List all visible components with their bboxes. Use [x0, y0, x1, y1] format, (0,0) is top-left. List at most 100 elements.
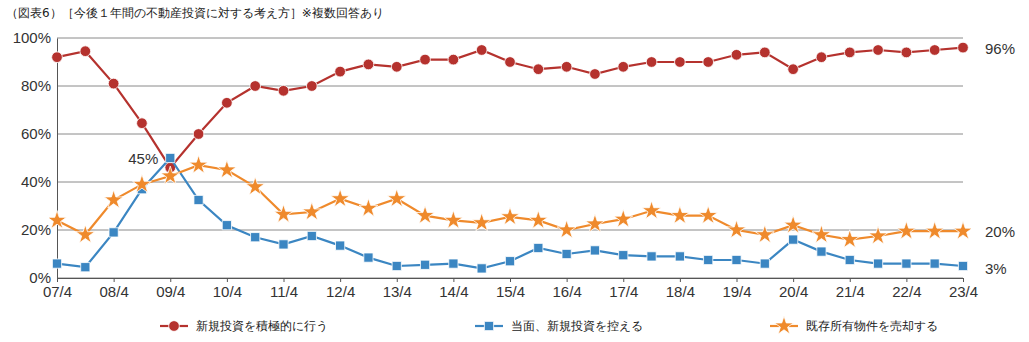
x-tick: 17/4: [609, 278, 638, 300]
x-tick-mark: [284, 278, 285, 282]
x-tick: [482, 278, 483, 282]
x-tick-label: 20/4: [779, 283, 808, 300]
x-tick: [652, 278, 653, 282]
legend: 新規投資を積極的に行う当面、新規投資を控える既存所有物件を売却する: [160, 316, 938, 334]
x-tick-mark: [340, 278, 341, 282]
marker: [306, 81, 317, 92]
marker: [222, 97, 233, 108]
x-tick: 07/4: [43, 278, 72, 300]
marker: [133, 175, 152, 193]
y-tick: 80%: [21, 77, 57, 94]
x-tick: 16/4: [553, 278, 582, 300]
x-tick: [368, 278, 369, 282]
marker: [391, 61, 402, 72]
x-tick: 08/4: [100, 278, 129, 300]
marker: [590, 69, 601, 80]
grid: [57, 38, 963, 278]
series-line: [57, 48, 963, 168]
x-tick: [255, 278, 256, 282]
marker: [501, 207, 520, 225]
y-tick: 60%: [21, 125, 57, 142]
marker: [476, 45, 487, 56]
marker: [534, 243, 543, 252]
marker: [359, 199, 378, 217]
marker: [420, 260, 429, 269]
x-tick-label: 11/4: [270, 283, 298, 300]
marker: [166, 153, 175, 162]
marker: [930, 259, 939, 268]
x-tick-mark: [793, 278, 794, 282]
x-tick: 15/4: [496, 278, 525, 300]
marker: [274, 205, 293, 223]
marker: [52, 259, 61, 268]
marker: [732, 255, 741, 264]
x-tick: [935, 278, 936, 282]
x-tick-label: 23/4: [949, 283, 978, 300]
y-tick: 40%: [21, 173, 57, 190]
marker: [449, 259, 458, 268]
x-tick: 11/4: [270, 278, 298, 300]
x-tick: 20/4: [779, 278, 808, 300]
x-tick: [199, 278, 200, 282]
marker: [812, 225, 831, 243]
marker: [816, 52, 827, 63]
marker: [619, 251, 628, 260]
x-tick: 12/4: [326, 278, 355, 300]
x-tick-mark: [510, 278, 511, 282]
marker: [759, 47, 770, 58]
marker: [699, 206, 718, 224]
marker: [561, 61, 572, 72]
marker: [331, 189, 350, 207]
x-tick-label: 16/4: [553, 283, 582, 300]
marker: [52, 52, 63, 63]
marker: [392, 261, 401, 270]
marker: [189, 155, 208, 173]
marker: [250, 81, 261, 92]
marker: [336, 241, 345, 250]
grid-line: [57, 182, 963, 183]
marker: [557, 220, 576, 238]
x-tick-mark: [680, 278, 681, 282]
marker: [760, 259, 769, 268]
title: （図表6）［今後１年間の不動産投資に対する考え方］※複数回答あり: [6, 6, 384, 20]
marker: [222, 221, 231, 230]
x-tick-mark: [906, 278, 907, 282]
marker: [647, 252, 656, 261]
marker: [590, 246, 599, 255]
x-tick: 23/4: [949, 278, 978, 300]
x-tick-mark: [453, 278, 454, 282]
marker: [505, 257, 514, 266]
marker: [646, 57, 657, 68]
marker: [80, 46, 91, 57]
x-tick-mark: [850, 278, 851, 282]
marker: [81, 263, 90, 272]
y-tick-label: 20%: [21, 221, 51, 238]
marker: [448, 54, 459, 65]
x-tick: 21/4: [836, 278, 865, 300]
x-tick-label: 13/4: [383, 283, 412, 300]
x-tick-label: 12/4: [326, 283, 355, 300]
x-tick-mark: [57, 278, 58, 282]
marker: [586, 214, 605, 232]
x-tick: [312, 278, 313, 282]
marker: [194, 195, 203, 204]
marker: [784, 215, 803, 233]
marker: [954, 221, 971, 239]
marker: [217, 160, 236, 178]
marker: [844, 47, 855, 58]
marker: [675, 57, 686, 68]
x-tick-label: 17/4: [609, 283, 638, 300]
marker: [335, 66, 346, 77]
x-axis: 07/408/409/410/411/412/413/414/415/416/4…: [43, 278, 978, 300]
x-tick-label: 22/4: [892, 283, 921, 300]
legend-label: 既存所有物件を売却する: [806, 319, 938, 333]
x-tick-label: 21/4: [836, 283, 865, 300]
annotation: 20%: [985, 223, 1015, 240]
x-tick-mark: [737, 278, 738, 282]
marker: [279, 240, 288, 249]
x-tick-mark: [567, 278, 568, 282]
marker: [845, 255, 854, 264]
legend-marker: [775, 316, 794, 334]
marker: [727, 220, 746, 238]
marker: [958, 42, 969, 53]
